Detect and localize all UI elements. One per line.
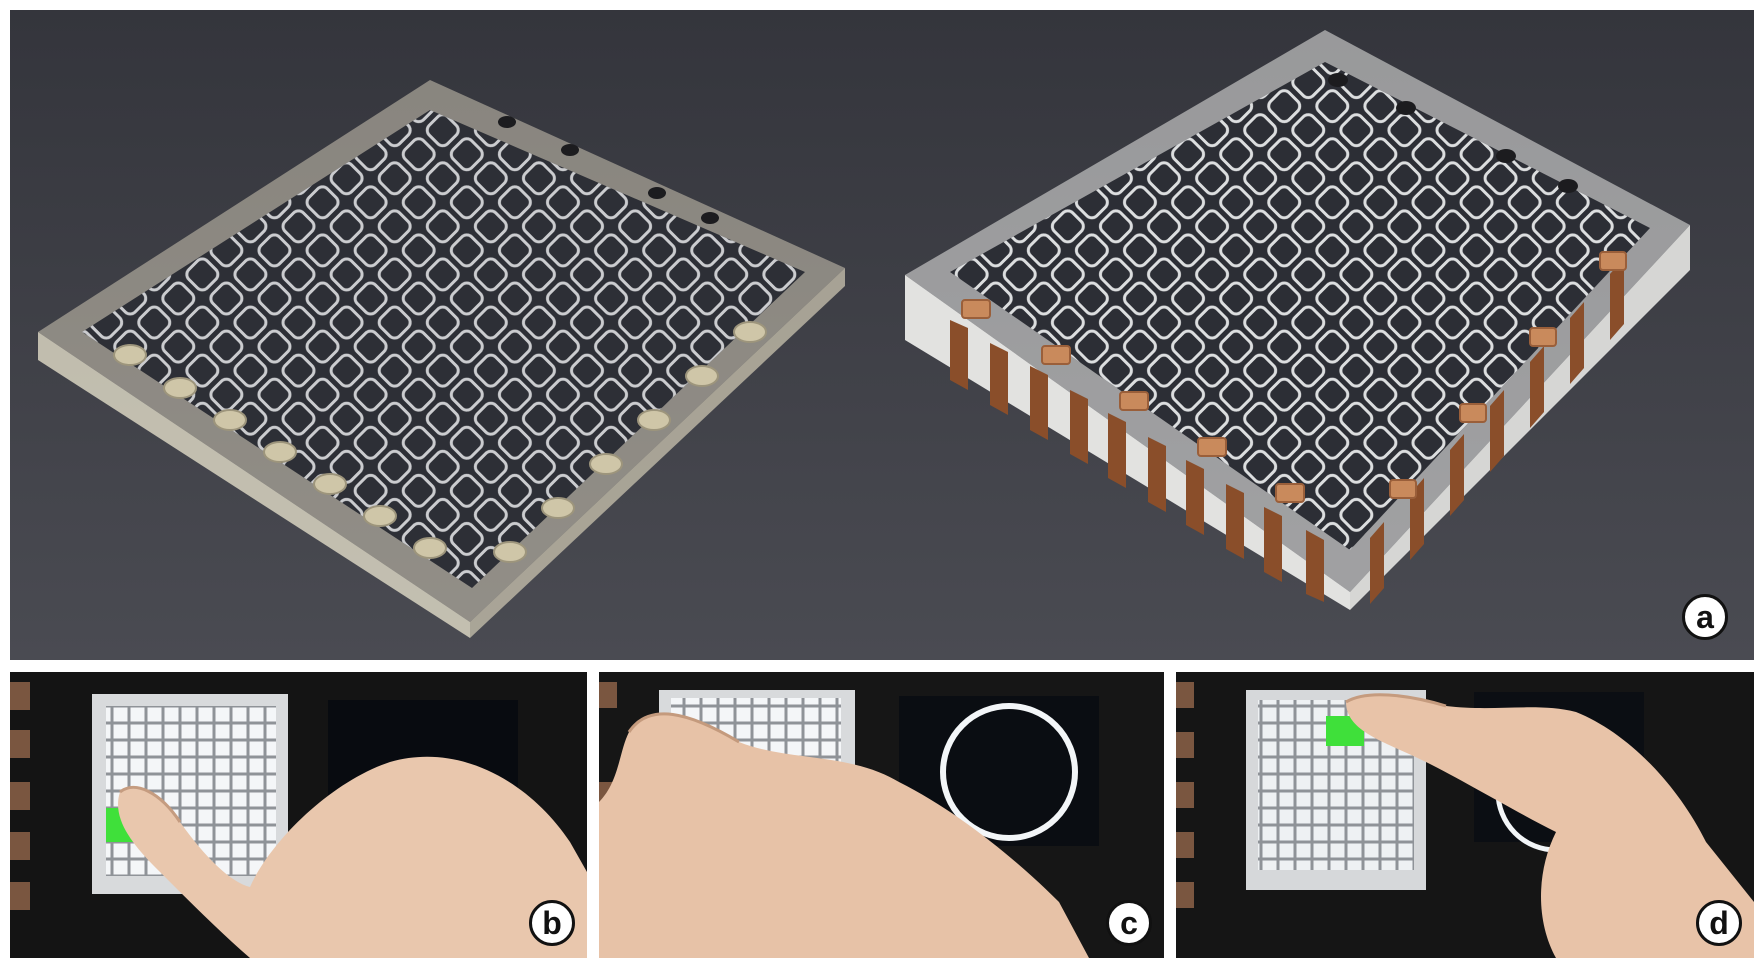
touch-demo-c-photo bbox=[599, 672, 1164, 958]
left-sensor bbox=[38, 80, 845, 638]
panel-label-b: b bbox=[529, 900, 575, 946]
touch-demo-d-photo bbox=[1176, 672, 1754, 958]
panel-b-photo: b bbox=[10, 672, 587, 958]
panel-label-d: d bbox=[1696, 900, 1742, 946]
panel-c-photo: c bbox=[599, 672, 1164, 958]
panel-d-photo: d bbox=[1176, 672, 1754, 958]
panel-label-c: c bbox=[1106, 900, 1152, 946]
panel-a-photo: a bbox=[10, 10, 1754, 660]
panel-label-a: a bbox=[1682, 594, 1728, 640]
right-sensor bbox=[905, 30, 1690, 610]
prototype-photo bbox=[10, 10, 1754, 660]
touch-demo-b-photo bbox=[10, 672, 587, 958]
